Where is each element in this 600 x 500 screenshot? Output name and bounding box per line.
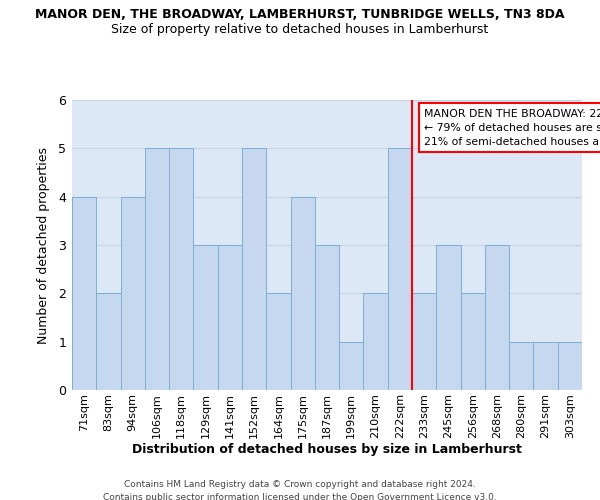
Bar [315,245,339,390]
Bar [72,196,96,390]
Bar [461,294,485,390]
Bar [193,245,218,390]
Bar [242,148,266,390]
Bar [485,245,509,390]
Text: Distribution of detached houses by size in Lamberhurst: Distribution of detached houses by size … [132,442,522,456]
Bar [96,294,121,390]
Bar [412,294,436,390]
Bar [436,245,461,390]
Y-axis label: Number of detached properties: Number of detached properties [37,146,50,344]
Text: MANOR DEN THE BROADWAY: 228sqm
← 79% of detached houses are smaller (44)
21% of : MANOR DEN THE BROADWAY: 228sqm ← 79% of … [424,108,600,146]
Bar [509,342,533,390]
Bar [266,294,290,390]
Bar [145,148,169,390]
Bar [364,294,388,390]
Bar [218,245,242,390]
Bar [121,196,145,390]
Bar [290,196,315,390]
Bar [339,342,364,390]
Text: Contains HM Land Registry data © Crown copyright and database right 2024.
Contai: Contains HM Land Registry data © Crown c… [103,480,497,500]
Bar [388,148,412,390]
Text: MANOR DEN, THE BROADWAY, LAMBERHURST, TUNBRIDGE WELLS, TN3 8DA: MANOR DEN, THE BROADWAY, LAMBERHURST, TU… [35,8,565,20]
Bar [169,148,193,390]
Bar [533,342,558,390]
Bar [558,342,582,390]
Text: Size of property relative to detached houses in Lamberhurst: Size of property relative to detached ho… [112,22,488,36]
